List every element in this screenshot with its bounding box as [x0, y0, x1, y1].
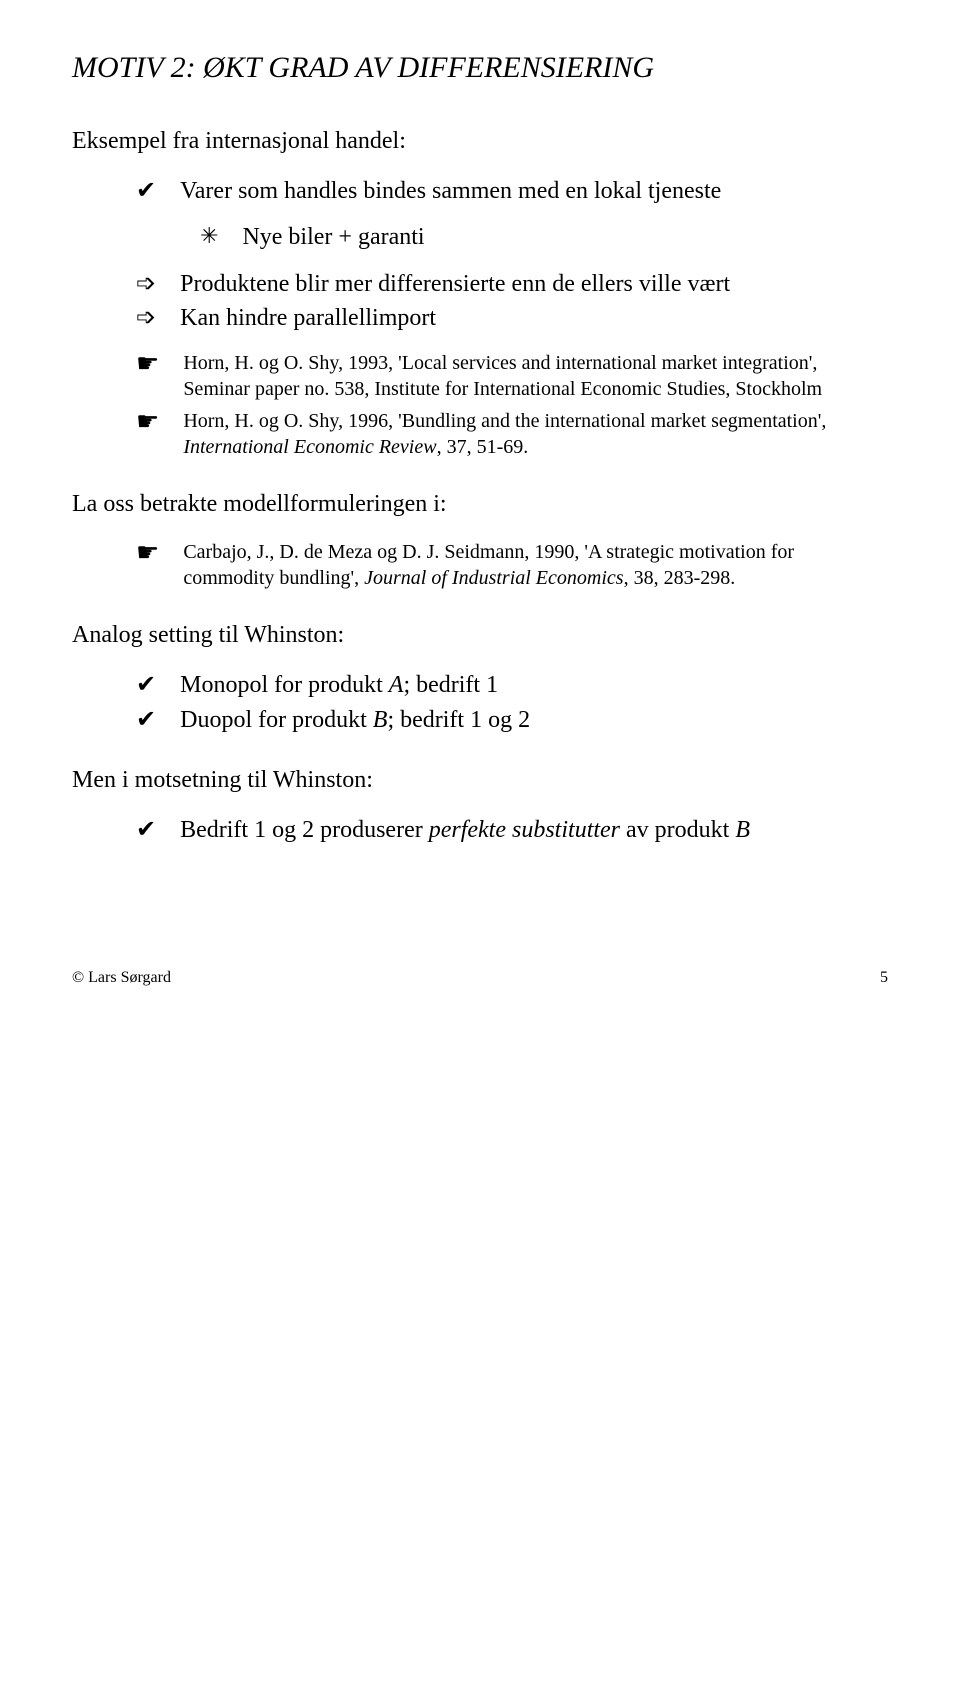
reference-text: Horn, H. og O. Shy, 1993, 'Local service…	[183, 350, 888, 402]
bullet-item-1: ✔ Varer som handles bindes sammen med en…	[136, 175, 888, 207]
section-contrast: Men i motsetning til Whinston:	[72, 764, 888, 796]
hand-icon: ☛	[136, 350, 159, 402]
reference-1: ☛ Horn, H. og O. Shy, 1993, 'Local servi…	[136, 350, 888, 402]
bullet-text: Nye biler + garanti	[242, 221, 888, 253]
text-a: Duopol for produkt	[180, 707, 373, 733]
star-icon: ✳	[200, 221, 218, 253]
text-a: Monopol for produkt	[180, 672, 389, 698]
check-icon: ✔	[136, 669, 156, 701]
perfekte-item: ✔ Bedrift 1 og 2 produserer perfekte sub…	[136, 814, 888, 846]
ref-text-italic: International Economic Review	[183, 436, 436, 458]
intro-text: Eksempel fra internasjonal handel:	[72, 125, 888, 157]
bullet-text: Kan hindre parallellimport	[180, 302, 888, 334]
bullet-item-1-sub: ✳ Nye biler + garanti	[200, 221, 888, 253]
text-a: Bedrift 1 og 2 produserer	[180, 817, 429, 843]
arrow-item-1: ➩ Produktene blir mer differensierte enn…	[136, 268, 888, 300]
check-icon: ✔	[136, 704, 156, 736]
section-analog: Analog setting til Whinston:	[72, 619, 888, 651]
arrow-icon: ➩	[136, 268, 156, 300]
arrow-item-2: ➩ Kan hindre parallellimport	[136, 302, 888, 334]
text-italic: A	[389, 672, 404, 698]
monopol-item: ✔ Monopol for produkt A; bedrift 1	[136, 669, 888, 701]
bullet-text: Duopol for produkt B; bedrift 1 og 2	[180, 704, 888, 736]
reference-text: Carbajo, J., D. de Meza og D. J. Seidman…	[183, 539, 888, 591]
bullet-text: Monopol for produkt A; bedrift 1	[180, 669, 888, 701]
bullet-text: Varer som handles bindes sammen med en l…	[180, 175, 888, 207]
text-italic: perfekte substitutter	[429, 817, 620, 843]
reference-2: ☛ Horn, H. og O. Shy, 1996, 'Bundling an…	[136, 408, 888, 460]
check-icon: ✔	[136, 175, 156, 207]
bullet-text: Produktene blir mer differensierte enn d…	[180, 268, 888, 300]
text-b: av produkt	[620, 817, 735, 843]
arrow-icon: ➩	[136, 302, 156, 334]
ref-text-italic: Journal of Industrial Economics	[364, 567, 623, 589]
duopol-item: ✔ Duopol for produkt B; bedrift 1 og 2	[136, 704, 888, 736]
section-model: La oss betrakte modellformuleringen i:	[72, 488, 888, 520]
bullet-text: Bedrift 1 og 2 produserer perfekte subst…	[180, 814, 888, 846]
page-footer: © Lars Sørgard 5	[72, 967, 888, 989]
hand-icon: ☛	[136, 408, 159, 460]
footer-copyright: © Lars Sørgard	[72, 967, 171, 989]
footer-page-number: 5	[880, 967, 888, 989]
ref-text-a: Horn, H. og O. Shy, 1996, 'Bundling and …	[183, 410, 826, 432]
ref-text-b: , 38, 283-298.	[624, 567, 736, 589]
page-title: MOTIV 2: ØKT GRAD AV DIFFERENSIERING	[72, 48, 888, 89]
reference-3: ☛ Carbajo, J., D. de Meza og D. J. Seidm…	[136, 539, 888, 591]
text-c: B	[735, 817, 750, 843]
text-italic: B	[373, 707, 388, 733]
text-b: ; bedrift 1 og 2	[387, 707, 530, 733]
text-b: ; bedrift 1	[403, 672, 498, 698]
hand-icon: ☛	[136, 539, 159, 591]
check-icon: ✔	[136, 814, 156, 846]
reference-text: Horn, H. og O. Shy, 1996, 'Bundling and …	[183, 408, 888, 460]
ref-text-b: , 37, 51-69.	[437, 436, 529, 458]
